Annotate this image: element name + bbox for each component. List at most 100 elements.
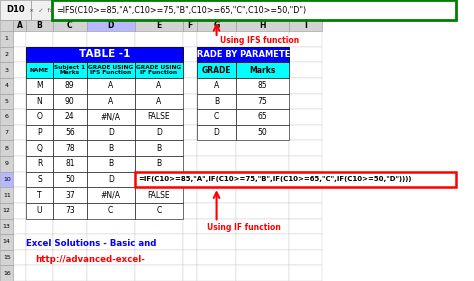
Bar bbox=[289, 47, 322, 62]
Bar bbox=[197, 203, 236, 219]
Bar bbox=[197, 172, 236, 187]
Bar bbox=[135, 187, 183, 203]
Bar bbox=[26, 78, 53, 94]
Bar bbox=[87, 78, 135, 94]
Text: D: D bbox=[108, 21, 114, 30]
Text: A: A bbox=[156, 81, 162, 90]
Bar bbox=[183, 219, 197, 234]
Bar bbox=[135, 31, 183, 47]
Bar bbox=[0, 0, 31, 20]
Bar bbox=[53, 203, 87, 219]
Bar bbox=[197, 94, 236, 109]
Bar bbox=[26, 187, 53, 203]
Bar bbox=[87, 172, 135, 187]
Bar bbox=[87, 47, 135, 62]
Bar bbox=[135, 62, 183, 78]
Text: T: T bbox=[37, 191, 42, 200]
Bar bbox=[87, 109, 135, 125]
Bar bbox=[87, 20, 135, 31]
Text: 78: 78 bbox=[65, 144, 74, 153]
Text: D: D bbox=[156, 128, 162, 137]
Bar bbox=[26, 125, 53, 140]
Bar bbox=[26, 94, 53, 109]
Bar bbox=[183, 20, 197, 31]
Text: B: B bbox=[214, 97, 219, 106]
Bar bbox=[53, 94, 87, 109]
Text: B: B bbox=[156, 159, 161, 168]
Bar bbox=[13, 62, 26, 78]
Text: GRADE: GRADE bbox=[202, 65, 231, 74]
Text: 16: 16 bbox=[3, 271, 10, 276]
Bar bbox=[289, 265, 322, 281]
Text: GRADE BY PARAMETER: GRADE BY PARAMETER bbox=[190, 50, 296, 59]
Text: 11: 11 bbox=[3, 192, 10, 198]
Bar bbox=[183, 172, 197, 187]
Bar bbox=[183, 125, 197, 140]
Bar bbox=[53, 47, 87, 62]
Bar bbox=[13, 250, 26, 265]
Bar bbox=[53, 172, 87, 187]
Bar bbox=[87, 203, 135, 219]
Text: 5: 5 bbox=[5, 99, 9, 104]
Text: H: H bbox=[259, 21, 265, 30]
Bar bbox=[13, 125, 26, 140]
Bar bbox=[135, 219, 183, 234]
Text: A: A bbox=[108, 97, 113, 106]
Bar bbox=[26, 156, 53, 172]
Text: GRADE USING
IF Function: GRADE USING IF Function bbox=[136, 65, 182, 75]
Text: =IF(C10>=85,"A",IF(C10>=75,"B",IF(C10>=65,"C",IF(C10>=50,"D")))): =IF(C10>=85,"A",IF(C10>=75,"B",IF(C10>=6… bbox=[138, 176, 412, 182]
Bar bbox=[53, 125, 87, 140]
Bar bbox=[197, 219, 236, 234]
Text: A: A bbox=[17, 21, 23, 30]
Text: U: U bbox=[36, 206, 42, 215]
Bar bbox=[26, 219, 53, 234]
Bar bbox=[197, 62, 236, 78]
Bar bbox=[13, 265, 26, 281]
Bar bbox=[0, 265, 13, 281]
Bar bbox=[26, 109, 53, 125]
Bar bbox=[0, 47, 13, 62]
Bar bbox=[289, 203, 322, 219]
Bar bbox=[236, 109, 289, 125]
Bar bbox=[236, 234, 289, 250]
Text: A: A bbox=[214, 81, 219, 90]
Bar bbox=[197, 187, 236, 203]
Bar bbox=[53, 140, 87, 156]
Bar bbox=[236, 78, 289, 94]
Bar bbox=[13, 219, 26, 234]
Text: R: R bbox=[37, 159, 42, 168]
Bar bbox=[197, 78, 236, 94]
Bar bbox=[135, 78, 183, 94]
Bar bbox=[0, 31, 13, 47]
Bar bbox=[53, 125, 87, 140]
Bar bbox=[135, 250, 183, 265]
Bar bbox=[53, 250, 87, 265]
Bar bbox=[87, 156, 135, 172]
Text: 50: 50 bbox=[257, 128, 267, 137]
Bar bbox=[53, 156, 87, 172]
Bar bbox=[53, 172, 87, 187]
Bar bbox=[135, 203, 183, 219]
Bar bbox=[236, 62, 289, 78]
Bar bbox=[135, 172, 183, 187]
Bar bbox=[135, 140, 183, 156]
Bar bbox=[53, 156, 87, 172]
Text: Excel Solutions - Basic and: Excel Solutions - Basic and bbox=[26, 239, 156, 248]
Bar bbox=[236, 140, 289, 156]
Bar bbox=[87, 125, 135, 140]
Bar bbox=[13, 78, 26, 94]
Bar bbox=[183, 187, 197, 203]
Text: 37: 37 bbox=[65, 191, 75, 200]
Text: FALSE: FALSE bbox=[147, 191, 170, 200]
Bar bbox=[197, 62, 236, 78]
Bar bbox=[13, 94, 26, 109]
Text: #N/A: #N/A bbox=[100, 191, 121, 200]
Bar bbox=[236, 94, 289, 109]
Bar bbox=[289, 62, 322, 78]
Text: 3: 3 bbox=[5, 67, 9, 72]
Bar bbox=[26, 20, 53, 31]
Text: 10: 10 bbox=[3, 177, 10, 182]
Text: A: A bbox=[156, 97, 162, 106]
Bar bbox=[53, 234, 87, 250]
Bar bbox=[236, 265, 289, 281]
